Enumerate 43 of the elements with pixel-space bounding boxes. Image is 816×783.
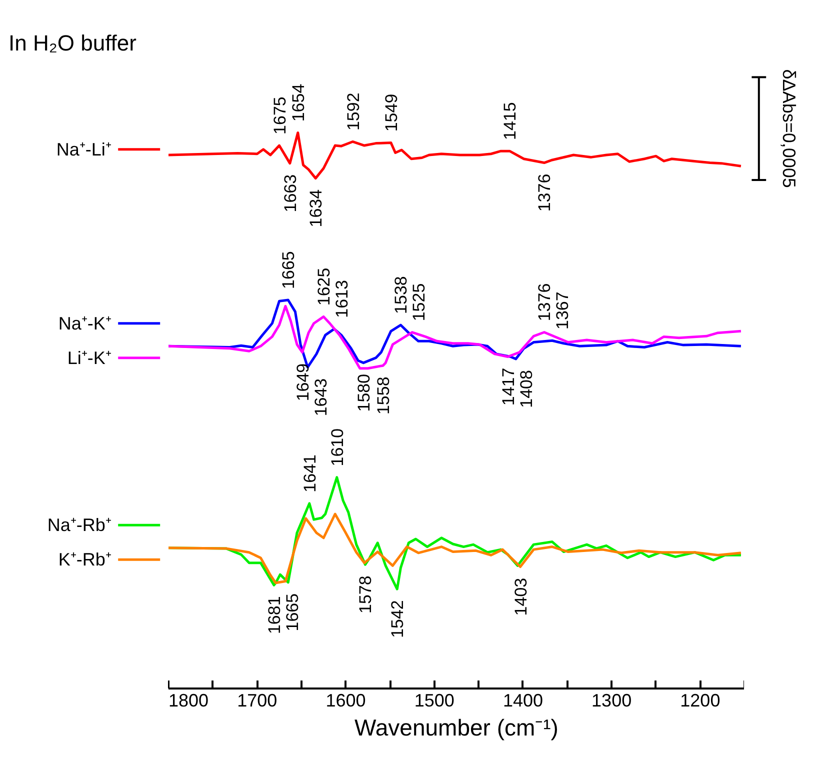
annotation: 1625 <box>314 268 334 306</box>
x-tick-label: 1700 <box>237 690 278 710</box>
annotation: 1408 <box>516 370 536 408</box>
annotation: 1675 <box>270 96 290 134</box>
annotation: 1665 <box>282 593 302 632</box>
annotation: 1641 <box>300 454 320 492</box>
annotation: 1376 <box>535 174 554 212</box>
legend-label: Na⁺-Li⁺ <box>56 139 112 160</box>
annotation: 1643 <box>311 378 330 416</box>
x-tick-label: 1500 <box>414 690 454 710</box>
annotation: 1663 <box>280 174 300 212</box>
x-tick-label: 1300 <box>592 690 632 710</box>
x-tick-label: 1600 <box>326 690 366 710</box>
annotation: 1610 <box>328 428 347 466</box>
x-tick-label: 1800 <box>168 690 209 710</box>
annotation: 1403 <box>511 578 530 616</box>
annotation: 1549 <box>382 94 401 132</box>
legend-label: Li⁺-K⁺ <box>67 348 112 368</box>
annotation: 1580 <box>354 374 374 412</box>
x-axis-title: Wavenumber (cm⁻¹) <box>354 714 558 740</box>
annotation: 1376 <box>535 283 554 322</box>
annotation: 1681 <box>264 596 284 634</box>
annotation: 1592 <box>344 92 363 131</box>
chart-title: In H₂O buffer <box>8 30 136 56</box>
annotation: 1367 <box>553 292 572 330</box>
annotation: 1649 <box>293 363 312 402</box>
legend-label: Na⁺-K⁺ <box>58 313 112 334</box>
legend-label: K⁺-Rb⁺ <box>58 550 112 570</box>
annotation: 1613 <box>332 280 352 318</box>
annotation: 1558 <box>374 376 393 415</box>
text: δΔAbs=0,0005 <box>779 69 800 188</box>
annotation: 1538 <box>392 276 411 314</box>
annotation: 1525 <box>410 283 429 322</box>
annotation: 1665 <box>279 251 298 289</box>
annotation: 1415 <box>500 102 520 140</box>
annotation: 1654 <box>288 84 308 122</box>
annotation: 1542 <box>388 600 408 638</box>
annotation: 1578 <box>356 576 376 614</box>
x-tick-label: 1400 <box>502 690 543 710</box>
annotation: 1417 <box>498 368 518 406</box>
legend-label: Na⁺-Rb⁺ <box>47 515 112 536</box>
annotation: 1634 <box>306 189 326 228</box>
x-tick-label: 1200 <box>680 690 720 710</box>
